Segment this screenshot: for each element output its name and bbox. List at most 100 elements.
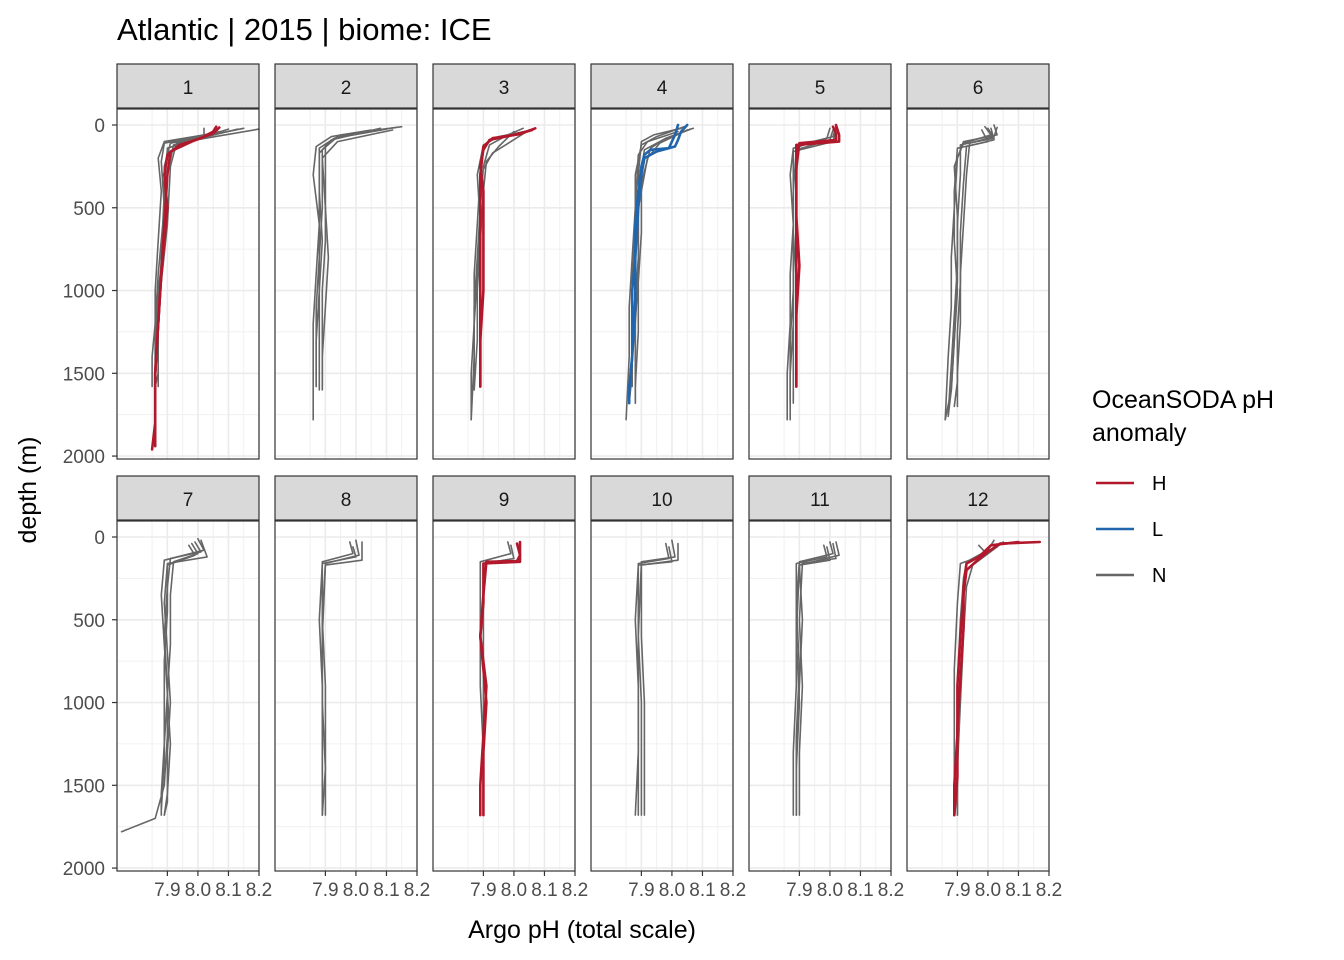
- profile-line-N: [640, 542, 679, 816]
- chart-title: Atlantic | 2015 | biome: ICE: [117, 12, 492, 47]
- panel-border: [590, 520, 734, 872]
- x-tick-label: 8.0: [185, 880, 211, 901]
- panel-background: [275, 521, 417, 871]
- x-tick-label: 8.0: [975, 880, 1001, 901]
- panel-border: [432, 520, 576, 872]
- profile-line-N: [321, 129, 394, 388]
- x-tick-label: 8.1: [215, 880, 241, 901]
- facet-strip: [590, 475, 734, 521]
- facet-panel-5: 5: [748, 63, 892, 460]
- facet-panel-11: 11: [748, 475, 892, 872]
- facet-strip: [748, 475, 892, 521]
- facet-strip-label: 3: [499, 78, 510, 99]
- y-axis-title: depth (m): [14, 437, 42, 544]
- facet-strip-label: 6: [973, 78, 984, 99]
- x-tick-label: 7.9: [154, 880, 180, 901]
- panel-background: [591, 521, 733, 871]
- profile-line-N: [956, 126, 998, 408]
- panel-background: [433, 109, 575, 459]
- x-tick-label: 7.9: [628, 880, 654, 901]
- x-tick-label: 8.0: [817, 880, 843, 901]
- facet-strip-label: 2: [341, 78, 352, 99]
- x-tick-label: 8.2: [720, 880, 746, 901]
- x-axis: 7.9 8.0 8.1 8.2 7.9 8.0 8.1 8.2 7.9 8.0 8.1 8.2 7.9 8…: [154, 871, 1062, 901]
- facet-panel-8: 8: [274, 475, 418, 872]
- x-tick-label: 8.1: [847, 880, 873, 901]
- legend: OceanSODA pH anomaly H L N: [1092, 386, 1274, 587]
- x-tick-label: 8.1: [1005, 880, 1031, 901]
- panel-border: [116, 108, 260, 460]
- profile-line-N: [625, 130, 679, 421]
- panel-background: [907, 109, 1049, 459]
- x-tick-label: 8.2: [1036, 880, 1062, 901]
- profile-line-L: [627, 123, 689, 392]
- facet-strip: [906, 63, 1050, 109]
- facet-strip: [116, 63, 260, 109]
- facet-strip-label: 10: [651, 490, 672, 511]
- facet-strip: [274, 63, 418, 109]
- facet-panel-7: 7: [116, 475, 260, 872]
- x-tick-label: 7.9: [944, 880, 970, 901]
- profile-line-N: [318, 546, 357, 816]
- panel-background: [117, 521, 259, 871]
- panel-background: [591, 109, 733, 459]
- x-tick-label: 8.0: [659, 880, 685, 901]
- x-tick-label: 8.1: [373, 880, 399, 901]
- legend-entry-L: L: [1096, 519, 1163, 541]
- panel-border: [432, 108, 576, 460]
- profile-line-N: [795, 546, 831, 816]
- profile-line-H: [953, 540, 1020, 817]
- y-axis: 0 500 1000 1500 2000 0 500 1000 1500 2000: [63, 116, 117, 880]
- x-tick-label: 8.2: [404, 880, 430, 901]
- facet-strip-label: 7: [183, 490, 194, 511]
- legend-entry-N: N: [1096, 565, 1166, 587]
- profile-line-H: [479, 542, 522, 817]
- y-tick-label: 2000: [63, 859, 105, 880]
- legend-label: N: [1152, 565, 1166, 587]
- profile-line-N: [315, 127, 382, 388]
- y-tick-label: 500: [73, 611, 105, 632]
- profile-line-N: [634, 127, 695, 388]
- panel-border: [590, 108, 734, 460]
- x-tick-label: 8.2: [562, 880, 588, 901]
- profile-line-N: [473, 130, 515, 391]
- x-tick-label: 8.1: [531, 880, 557, 901]
- facet-strip: [748, 63, 892, 109]
- panel-border: [116, 520, 260, 872]
- legend-title-line-2: anomaly: [1092, 419, 1187, 447]
- legend-entries: H L N: [1096, 473, 1166, 587]
- panel-background: [117, 109, 259, 459]
- x-tick-label: 7.9: [312, 880, 338, 901]
- panel-border: [274, 108, 418, 460]
- x-tick-label: 8.2: [878, 880, 904, 901]
- y-tick-label: 0: [94, 116, 105, 137]
- facet-strip-label: 5: [815, 78, 826, 99]
- profile-line-N: [160, 537, 205, 816]
- panel-border: [274, 520, 418, 872]
- profile-line-N: [470, 129, 530, 421]
- facet-panel-2: 2: [274, 63, 418, 460]
- facet-strip: [274, 475, 418, 521]
- facet-panel-3: 3: [432, 63, 576, 460]
- y-tick-label: 1000: [63, 282, 105, 303]
- y-tick-label: 500: [73, 199, 105, 220]
- panel-border: [748, 108, 892, 460]
- profile-line-N: [798, 542, 837, 816]
- y-tick-label: 0: [94, 528, 105, 549]
- panel-border: [906, 108, 1050, 460]
- facet-strip: [906, 475, 1050, 521]
- legend-label: L: [1152, 519, 1163, 541]
- panel-background: [275, 109, 417, 459]
- profile-line-N: [160, 544, 196, 811]
- facet-panels: 1 2 3 4 5 67 8 9 10 11 12: [116, 63, 1050, 872]
- legend-title-line-1: OceanSODA pH: [1092, 386, 1274, 414]
- x-tick-label: 8.0: [343, 880, 369, 901]
- facet-strip: [432, 63, 576, 109]
- legend-entry-H: H: [1096, 473, 1166, 495]
- facet-panel-9: 9: [432, 475, 576, 872]
- facet-panel-10: 10: [590, 475, 734, 872]
- facet-strip-label: 12: [967, 490, 988, 511]
- legend-label: H: [1152, 473, 1166, 495]
- facet-strip-label: 11: [810, 490, 830, 511]
